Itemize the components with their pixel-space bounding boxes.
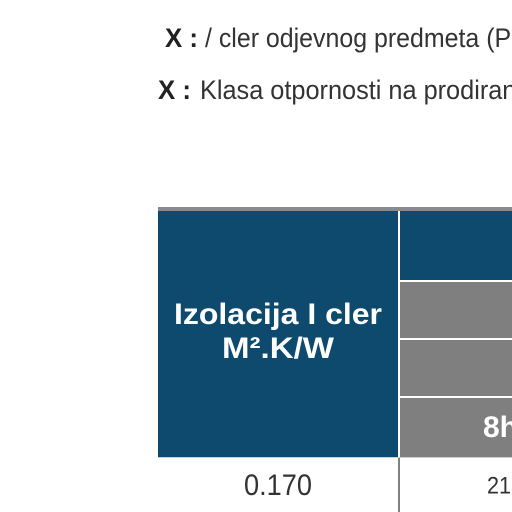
table-top-border: [158, 207, 512, 211]
subheader-cell: [400, 340, 512, 396]
line-text: Klasa otpornosti na prodiranj: [200, 75, 512, 105]
header-cell: [400, 211, 512, 280]
header-text: Izolacija I cler: [174, 298, 382, 331]
marker: X :: [165, 23, 198, 53]
cell-text: 0.170: [244, 469, 312, 502]
subheader-text: 8h: [483, 411, 512, 444]
line-text: / cler odjevnog predmeta (Po: [205, 23, 512, 53]
subheader-cell: [400, 398, 512, 457]
header-text: M².K/W: [222, 332, 335, 365]
subheader-cell: [400, 282, 512, 338]
marker: X :: [158, 75, 191, 105]
header-cell: [158, 211, 398, 457]
cell-text: 21: [487, 472, 511, 499]
